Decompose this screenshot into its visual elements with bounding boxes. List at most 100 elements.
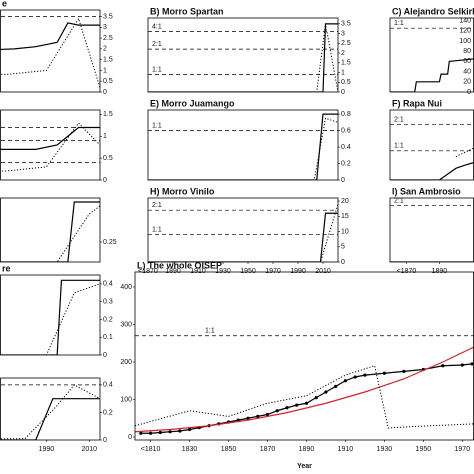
point bbox=[470, 362, 474, 366]
reference-label: 2:1 bbox=[394, 198, 404, 205]
reference-label: 1:1 bbox=[152, 122, 162, 129]
y-tick-label: 0 bbox=[103, 177, 107, 184]
panel-frame bbox=[0, 274, 101, 356]
panel-frame bbox=[147, 109, 339, 181]
y-tick-label: 0 bbox=[128, 434, 132, 441]
y-tick-label: 1.5 bbox=[103, 56, 113, 63]
series-line bbox=[0, 122, 100, 172]
y-tick-label: 1 bbox=[103, 133, 107, 140]
point bbox=[246, 416, 250, 420]
y-tick-label: 1.5 bbox=[341, 60, 351, 67]
point bbox=[460, 363, 464, 367]
y-tick-label: 40 bbox=[463, 68, 471, 75]
panel bbox=[390, 27, 474, 92]
series-line bbox=[0, 283, 100, 355]
point bbox=[168, 430, 172, 434]
series-line bbox=[390, 58, 474, 92]
y-tick-label: 0.2 bbox=[103, 316, 113, 323]
x-tick-label: 1930 bbox=[377, 446, 393, 453]
x-tick-label: 1950 bbox=[240, 268, 256, 275]
x-tick-label: <1810 bbox=[141, 446, 161, 453]
panel-title: I) San Ambrosio bbox=[392, 186, 461, 196]
series-line bbox=[148, 23, 338, 92]
y-tick-label: 0.5 bbox=[341, 79, 351, 86]
series-line bbox=[148, 203, 338, 262]
y-tick-label: 10 bbox=[341, 228, 349, 235]
point bbox=[139, 431, 143, 435]
y-tick-label: 0.4 bbox=[341, 144, 351, 151]
y-tick-label: 0.8 bbox=[341, 111, 351, 118]
point bbox=[275, 409, 279, 413]
point bbox=[285, 406, 289, 410]
y-tick-label: 3 bbox=[341, 30, 345, 37]
x-tick-label: <1870 bbox=[138, 268, 158, 275]
point bbox=[158, 430, 162, 435]
y-tick-label: 20 bbox=[463, 79, 471, 86]
point bbox=[324, 390, 328, 394]
reference-label: 1:1 bbox=[394, 20, 404, 27]
y-tick-label: 0.2 bbox=[341, 160, 351, 167]
point bbox=[402, 369, 406, 373]
panel-title: e bbox=[2, 0, 7, 8]
panel-frame bbox=[147, 17, 339, 93]
series-line bbox=[148, 23, 338, 92]
reference-label: 2:1 bbox=[152, 202, 162, 209]
panel-frame bbox=[147, 197, 339, 263]
series-line bbox=[148, 113, 338, 180]
y-tick-label: 2.5 bbox=[103, 35, 113, 42]
panel bbox=[390, 124, 474, 180]
series-line bbox=[0, 22, 100, 51]
y-tick-label: 0.5 bbox=[103, 78, 113, 85]
panel-title: C) Alejandro Selkirk bbox=[392, 6, 474, 16]
point bbox=[178, 429, 182, 433]
series-line bbox=[148, 117, 338, 180]
x-tick-label: 1950 bbox=[416, 446, 432, 453]
panel-frame bbox=[389, 197, 474, 263]
x-tick-label: 1870 bbox=[260, 446, 276, 453]
reference-label: 1:1 bbox=[152, 66, 162, 73]
point bbox=[314, 396, 318, 400]
y-tick-label: 0 bbox=[467, 89, 471, 96]
series-line bbox=[148, 212, 338, 262]
y-tick-label: 0 bbox=[103, 437, 107, 444]
y-tick-label: 0 bbox=[103, 352, 107, 359]
reference-label: 1:1 bbox=[205, 328, 215, 335]
panel-title: B) Morro Spartan bbox=[150, 6, 224, 16]
series-line bbox=[0, 384, 100, 440]
point bbox=[382, 371, 386, 375]
panel-title: re bbox=[2, 263, 11, 273]
reference-label: 1:1 bbox=[152, 226, 162, 233]
panel bbox=[135, 335, 474, 435]
y-tick-label: 0.1 bbox=[103, 334, 113, 341]
y-tick-label: 0 bbox=[341, 89, 345, 96]
y-tick-label: 300 bbox=[120, 321, 132, 328]
y-tick-label: 0.5 bbox=[103, 155, 113, 162]
point bbox=[353, 375, 357, 379]
x-tick-label: 1890 bbox=[165, 268, 181, 275]
series-line bbox=[0, 126, 100, 150]
panel bbox=[148, 203, 338, 262]
y-tick-label: 0.25 bbox=[103, 239, 117, 246]
y-tick-label: 3 bbox=[103, 24, 107, 31]
y-tick-label: 2.5 bbox=[341, 40, 351, 47]
panel bbox=[0, 384, 100, 440]
x-tick-label: 1830 bbox=[182, 446, 198, 453]
panel bbox=[0, 201, 100, 262]
series-line bbox=[0, 17, 100, 88]
series-line bbox=[140, 363, 473, 434]
panel bbox=[0, 279, 100, 355]
series-line bbox=[135, 346, 474, 433]
x-tick-label: 1990 bbox=[290, 268, 306, 275]
series-line bbox=[0, 201, 100, 262]
panel-frame bbox=[0, 9, 101, 93]
y-tick-label: 100 bbox=[120, 396, 132, 403]
series-line bbox=[0, 205, 100, 262]
panel bbox=[148, 23, 338, 92]
panel-frame bbox=[0, 197, 101, 263]
y-tick-label: 2 bbox=[341, 50, 345, 57]
panel-title: E) Morro Juamango bbox=[150, 98, 235, 108]
series-line bbox=[0, 398, 100, 440]
reference-label: 2:1 bbox=[394, 116, 404, 123]
point bbox=[343, 379, 348, 383]
